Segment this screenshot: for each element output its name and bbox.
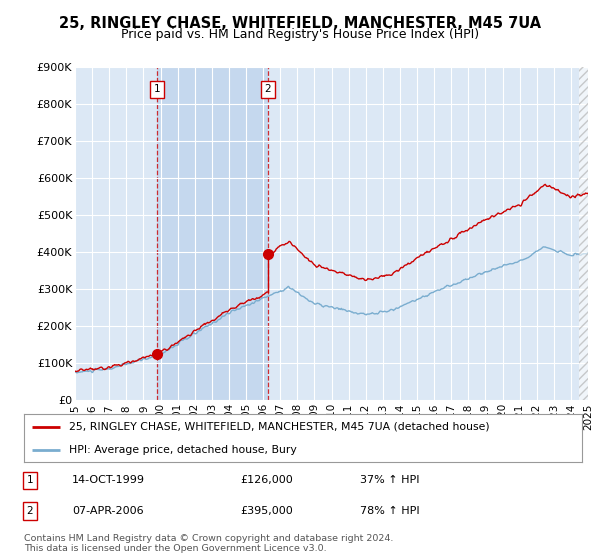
Text: 14-OCT-1999: 14-OCT-1999 [72, 475, 145, 485]
Text: 2: 2 [26, 506, 34, 516]
Text: 37% ↑ HPI: 37% ↑ HPI [360, 475, 419, 485]
Text: 1: 1 [154, 85, 160, 95]
Text: Price paid vs. HM Land Registry's House Price Index (HPI): Price paid vs. HM Land Registry's House … [121, 28, 479, 41]
Bar [580, 67, 588, 400]
Text: 78% ↑ HPI: 78% ↑ HPI [360, 506, 419, 516]
Text: Contains HM Land Registry data © Crown copyright and database right 2024.
This d: Contains HM Land Registry data © Crown c… [24, 534, 394, 553]
Text: £126,000: £126,000 [240, 475, 293, 485]
Bar [157, 67, 268, 400]
Text: 1: 1 [26, 475, 34, 485]
Bar [580, 67, 588, 400]
Text: £395,000: £395,000 [240, 506, 293, 516]
Text: HPI: Average price, detached house, Bury: HPI: Average price, detached house, Bury [68, 445, 296, 455]
Text: 25, RINGLEY CHASE, WHITEFIELD, MANCHESTER, M45 7UA: 25, RINGLEY CHASE, WHITEFIELD, MANCHESTE… [59, 16, 541, 31]
Text: 2: 2 [265, 85, 271, 95]
Text: 25, RINGLEY CHASE, WHITEFIELD, MANCHESTER, M45 7UA (detached house): 25, RINGLEY CHASE, WHITEFIELD, MANCHESTE… [68, 422, 489, 432]
Text: 07-APR-2006: 07-APR-2006 [72, 506, 143, 516]
